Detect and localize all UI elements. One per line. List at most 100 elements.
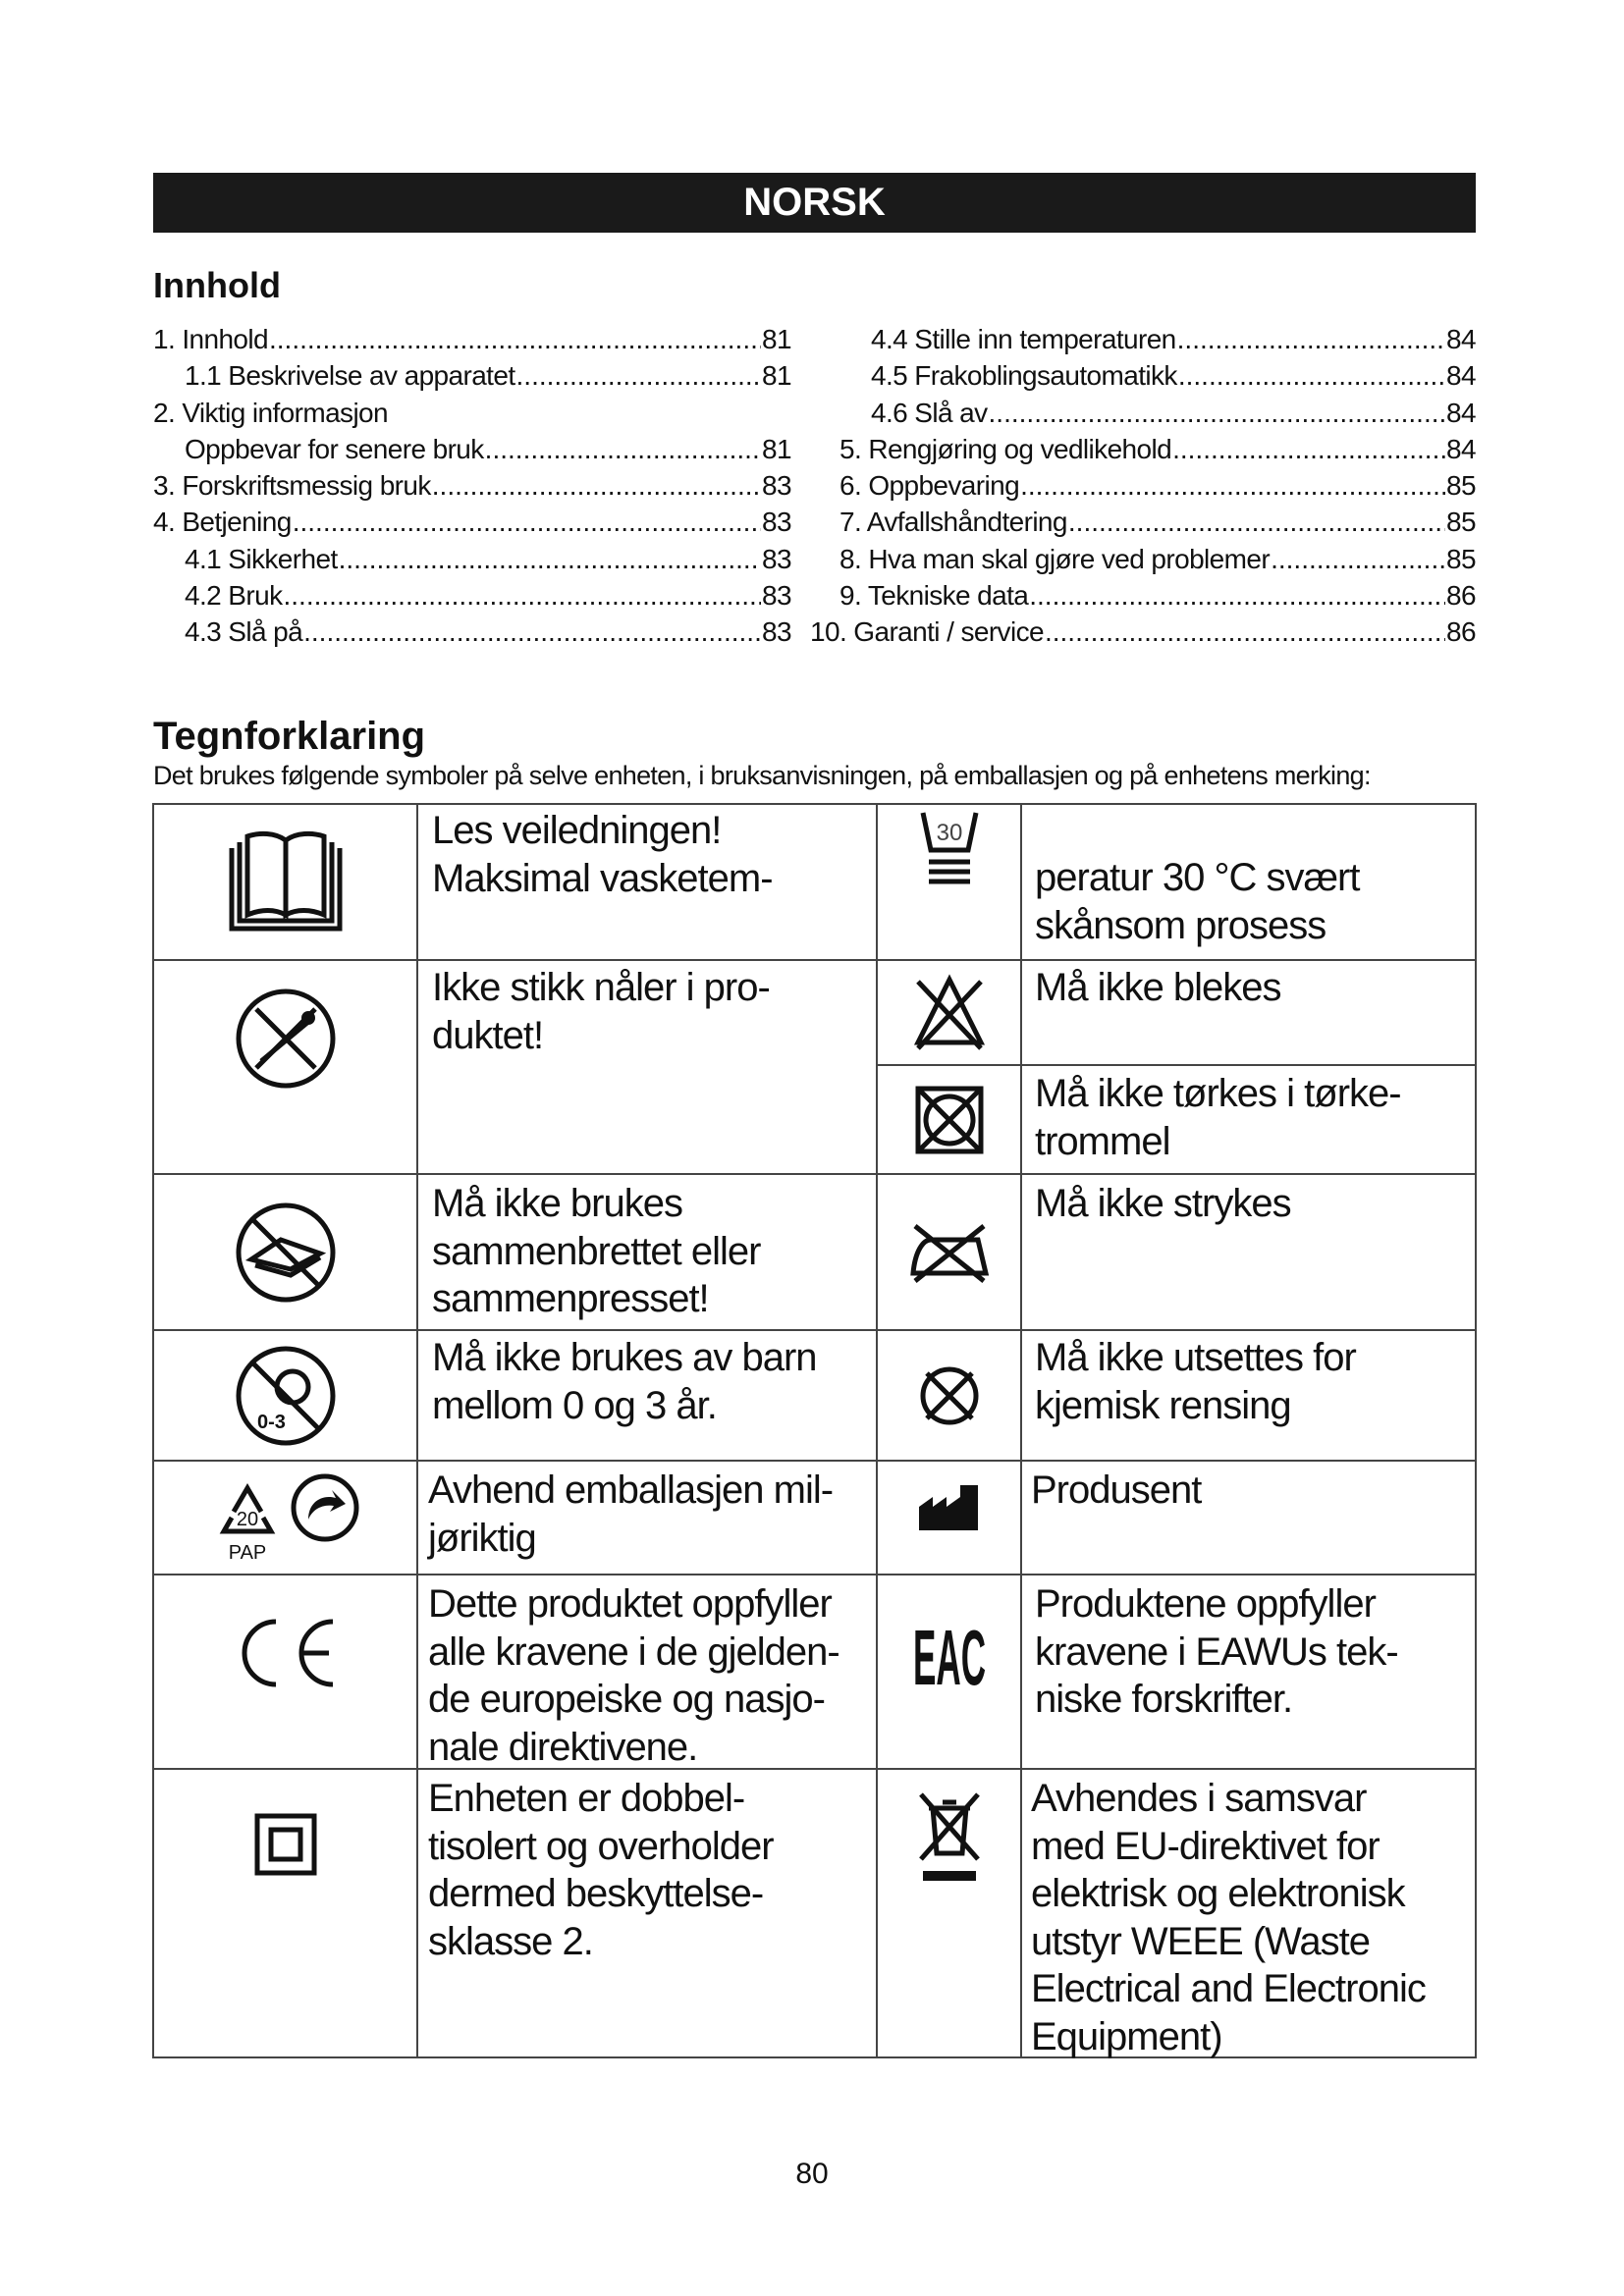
toc-page: 83 [762,580,792,612]
toc-label: 7. Avfallshåndtering [839,507,1067,538]
toc-entry[interactable]: 4.5 Frakoblingsautomatikk 84 [839,360,1477,397]
eac-mark-text: EAC [913,1614,986,1692]
toc-label: 4.6 Slå av [871,397,988,428]
toc-label: 5. Rengjøring og vedlikehold [839,433,1172,464]
description-line: Må ikke brukes av barn [432,1336,818,1379]
toc-page: 86 [1446,616,1477,648]
symbol-description: Produktene oppfyller kravene i EAWUs tek-… [1035,1580,1399,1724]
protection-class-2-icon [253,1812,318,1882]
symbol-description: Avhend emballasjen mil-jøriktig [428,1467,834,1562]
toc-page: 85 [1446,470,1477,502]
toc-label: 1. Innhold [153,324,269,354]
toc-entry[interactable]: 1. Innhold 81 [153,324,792,360]
do-not-tumble-dry-icon [910,1085,989,1160]
toc-page: 83 [762,507,792,538]
toc-entry[interactable]: 4.3 Slå på 83 [153,616,792,653]
description-line: med EU-direktivet for [1031,1824,1380,1868]
description-line: peratur 30 °C svært [1035,856,1360,899]
description-line: nale direktivene. [428,1725,698,1769]
toc-entry[interactable]: 2. Viktig informasjon [153,398,791,434]
toc-label: 4.5 Frakoblingsautomatikk [871,360,1177,392]
book-icon [222,828,350,941]
toc-page: 84 [1446,360,1477,392]
description-line: sammenpresset! [432,1277,710,1320]
description-line: Enheten er dobbel- [428,1777,745,1820]
description-line: de europeiske og nasjo- [428,1678,826,1721]
description-line: niske forskrifter. [1035,1678,1293,1721]
description-line: Ikke stikk nåler i pro- [432,966,771,1009]
toc-page: 86 [1446,580,1477,612]
toc-label: 6. Oppbevaring [839,470,1020,502]
toc-label: 8. Hva man skal gjøre ved problemer [839,543,1271,574]
toc-leader [1020,470,1445,502]
toc-leader [303,616,761,648]
toc-label: Oppbevar for senere bruk [185,433,484,464]
toc-leader [1177,324,1445,355]
toc-entry[interactable]: 4.4 Stille inn temperaturen 84 [839,324,1477,360]
toc-leader [1172,434,1445,465]
description-line: jøriktig [428,1516,537,1560]
toc-entry[interactable]: 7. Avfallshåndtering 85 [839,507,1477,543]
toc-entry[interactable]: 1.1 Beskrivelse av apparatet 81 [153,360,792,397]
toc-leader [516,360,762,392]
description-line: Må ikke utsettes for [1035,1336,1357,1379]
do-not-dry-clean-icon [915,1362,984,1435]
toc-label: 1.1 Beskrivelse av apparatet [185,360,515,392]
toc-leader [283,580,761,612]
wash-30-gentle-icon: 30 [915,809,984,892]
description-line: Electrical and Electronic [1031,1967,1427,2010]
toc-leader [432,470,761,502]
toc-left-column: 1. Innhold 81 1.1 Beskrivelse av apparatet… [153,324,792,654]
description-line: skånsom prosess [1035,903,1326,947]
toc-leader [989,398,1446,429]
wash-temperature: 30 [936,820,962,846]
toc-leader [339,544,761,575]
description-line: Må ikke blekes [1035,966,1282,1009]
description-line: Må ikke strykes [1035,1182,1292,1225]
toc-leader [1271,544,1445,575]
description-line: Produsent [1031,1468,1202,1512]
toc-entry[interactable]: 10. Garanti / service 86 [810,616,1477,653]
ce-mark-icon [227,1614,345,1697]
symbol-description: Ikke stikk nåler i pro-duktet! [432,964,771,1059]
toc-entry[interactable]: 8. Hva man skal gjøre ved problemer 85 [839,543,1477,580]
toc-entry[interactable]: 5. Rengjøring og vedlikehold 84 [839,433,1477,470]
toc-page: 85 [1446,543,1477,574]
symbol-description: Må ikke brukes sammenbrettet eller sammenp… [432,1180,761,1323]
description-line: Les veiledningen! Maksimal vasketem- [432,809,774,900]
do-not-fold-icon [232,1199,340,1311]
not-for-children-0-3-icon: 0-3 [232,1342,340,1455]
toc-page: 81 [762,433,792,464]
description-line: Må ikke tørkes i tørke- [1035,1072,1402,1115]
toc-entry[interactable]: 4.6 Slå av 84 [839,397,1477,434]
do-not-bleach-icon [910,973,989,1057]
toc-label: 9. Tekniske data [839,580,1029,612]
toc-label: 3. Forskriftsmessig bruk [153,470,431,502]
toc-page: 83 [762,543,792,574]
page-number: 80 [795,2158,829,2190]
legend-subtitle: Det brukes følgende symboler på selve en… [153,761,1371,790]
description-line: Equipment) [1031,2014,1223,2058]
no-needles-icon [232,985,340,1097]
legend-title: Tegnforklaring [153,715,426,758]
description-line: alle kravene i de gjelden- [428,1629,840,1674]
toc-label: 10. Garanti / service [810,616,1045,648]
toc-page: 83 [762,470,792,502]
toc-entry[interactable]: 4.2 Bruk 83 [153,580,792,616]
toc-page: 81 [762,324,792,354]
description-line: Produktene oppfyller [1035,1582,1377,1626]
toc-page: 83 [762,616,792,648]
toc-leader [293,507,761,538]
language-banner: NORSK [153,173,1476,233]
symbol-description: Må ikke strykes [1035,1180,1292,1228]
toc-entry[interactable]: 4.1 Sikkerhet 83 [153,543,792,580]
weee-bin-icon [915,1789,984,1892]
toc-entry[interactable]: 9. Tekniske data 86 [839,580,1477,616]
toc-entry[interactable]: Oppbevar for senere bruk 81 [153,433,792,470]
toc-entry[interactable]: 6. Oppbevaring 85 [839,470,1477,507]
toc-page: 84 [1446,397,1477,428]
recycle-pap-20-icon: 20 PAP [202,1461,369,1574]
toc-entry[interactable]: 3. Forskriftsmessig bruk 83 [153,470,792,507]
toc-entry[interactable]: 4. Betjening 83 [153,507,792,543]
symbol-description: Må ikke utsettes for kjemisk rensing [1035,1334,1357,1429]
